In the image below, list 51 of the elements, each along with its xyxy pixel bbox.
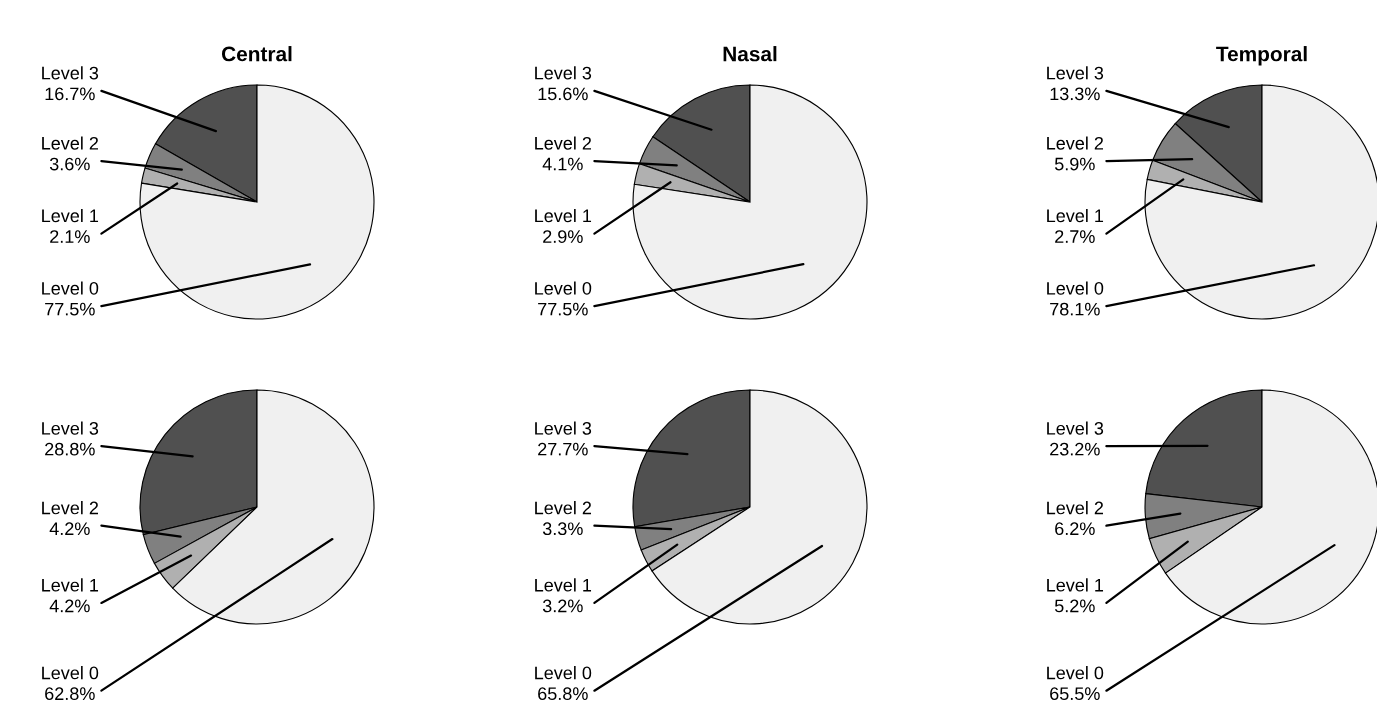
data-label: 4.1% <box>542 157 583 171</box>
slice-label: Level 2 <box>42 501 99 515</box>
data-label: 27.7% <box>538 442 588 456</box>
slice-label: Level 0 <box>1047 666 1104 680</box>
slice-label: Level 3 <box>42 66 99 80</box>
slice-label: Level 3 <box>1047 66 1104 80</box>
data-label: 13.3% <box>1050 87 1100 101</box>
slice-label: Level 1 <box>42 208 99 223</box>
slice-label: Level 3 <box>535 421 592 435</box>
slice-label: Level 1 <box>42 578 99 592</box>
data-label: 15.6% <box>538 87 588 101</box>
data-label: 2.7% <box>1055 230 1095 243</box>
slice-label: Level 2 <box>535 136 592 150</box>
slice-label: Level 1 <box>535 208 592 223</box>
data-label: 62.8% <box>45 687 95 701</box>
data-label: 2.1% <box>50 230 90 243</box>
slice-label: Level 0 <box>42 281 99 295</box>
slice-label: Level 1 <box>1047 578 1104 592</box>
data-label: 2.9% <box>543 230 583 243</box>
data-label: 65.8% <box>538 687 588 701</box>
slice-label: Level 1 <box>535 578 592 592</box>
data-label: 77.5% <box>45 302 95 316</box>
slice-label: Level 3 <box>1047 421 1104 435</box>
slice-label: Level 0 <box>42 666 99 680</box>
data-label: 6.2% <box>1055 522 1095 536</box>
slice-label: Level 0 <box>1047 281 1104 295</box>
data-label: 3.2% <box>542 599 583 613</box>
data-label: 16.7% <box>45 87 95 101</box>
slice-label: Level 2 <box>1047 136 1104 150</box>
data-label: 4.2% <box>49 522 90 536</box>
data-label: 5.2% <box>1054 599 1095 613</box>
slice-label: Level 3 <box>42 421 99 435</box>
slice-label: Level 2 <box>42 136 99 150</box>
slice-label: Level 2 <box>535 501 592 515</box>
data-label: 3.3% <box>542 522 583 536</box>
slice-label: Level 1 <box>1047 208 1104 223</box>
chart-title: Central <box>221 46 292 62</box>
data-label: 78.1% <box>1050 302 1100 316</box>
slice-label: Level 3 <box>535 66 592 80</box>
slice-label: Level 0 <box>535 666 592 680</box>
data-label: 23.2% <box>1050 442 1100 456</box>
data-label: 28.8% <box>45 442 95 456</box>
data-label: 65.5% <box>1050 687 1100 701</box>
chart-title: Nasal <box>723 46 777 62</box>
data-label: 3.6% <box>49 157 90 171</box>
data-label: 4.2% <box>49 599 90 613</box>
slice-label: Level 0 <box>535 281 592 295</box>
slice-label: Level 2 <box>1047 501 1104 515</box>
data-label: 5.9% <box>1054 157 1095 171</box>
chart-title: Temporal <box>1216 46 1307 66</box>
data-label: 77.5% <box>538 302 588 316</box>
